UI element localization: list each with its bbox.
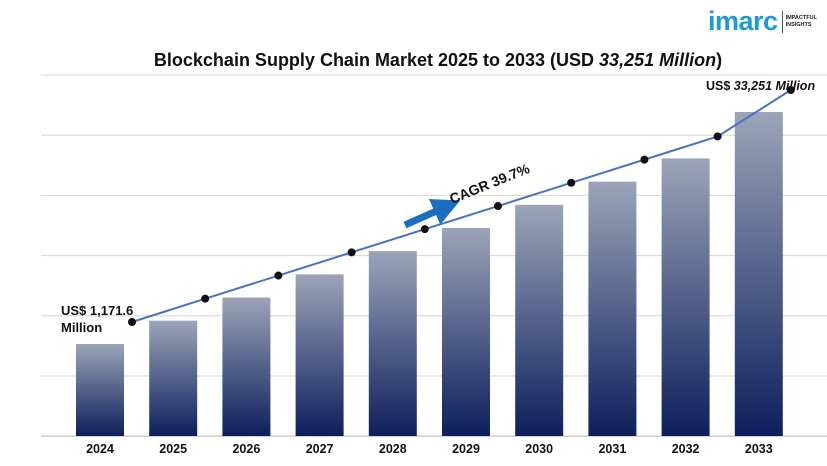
x-tick-label: 2025 bbox=[159, 442, 187, 456]
x-tick-label: 2028 bbox=[379, 442, 407, 456]
bar-2033 bbox=[734, 112, 783, 436]
x-tick-label: 2032 bbox=[672, 442, 700, 456]
trend-marker bbox=[494, 202, 502, 211]
trend-marker bbox=[567, 178, 576, 187]
imarc-logo: imarc IMPACTFUL INSIGHTS bbox=[708, 8, 817, 35]
logo-divider bbox=[781, 10, 783, 33]
x-tick-label: 2024 bbox=[86, 442, 114, 456]
chart-title: Blockchain Supply Chain Market 2025 to 2… bbox=[154, 50, 722, 70]
x-tick-label: 2030 bbox=[525, 442, 553, 456]
bar-2027 bbox=[295, 274, 344, 436]
bar-2030 bbox=[515, 204, 564, 436]
cagr-arrow bbox=[403, 199, 461, 229]
trend-line-group bbox=[128, 86, 795, 326]
x-tick-label: 2027 bbox=[306, 442, 334, 456]
trend-marker bbox=[420, 225, 429, 234]
trend-marker bbox=[347, 248, 356, 257]
trend-marker bbox=[640, 155, 649, 164]
start-value-label: US$ 1,171.6 Million bbox=[61, 303, 133, 335]
end-value-label: US$ 33,251 Million bbox=[706, 79, 815, 93]
trend-marker bbox=[713, 132, 722, 141]
bar-2029 bbox=[442, 228, 490, 436]
trend-marker bbox=[786, 86, 795, 94]
bar-2032 bbox=[661, 158, 710, 436]
bars bbox=[76, 112, 783, 436]
bar-2026 bbox=[222, 297, 271, 436]
logo-tagline: IMPACTFUL INSIGHTS bbox=[785, 14, 817, 28]
x-tick-label: 2026 bbox=[232, 442, 260, 456]
x-tick-label: 2033 bbox=[745, 442, 773, 456]
trend-marker bbox=[128, 318, 136, 326]
bar-2028 bbox=[368, 251, 417, 436]
x-tick-label: 2031 bbox=[598, 442, 626, 456]
x-tick-label: 2029 bbox=[452, 442, 480, 456]
trend-line bbox=[131, 89, 792, 323]
bar-2024 bbox=[76, 344, 124, 436]
logo-wordmark: imarc bbox=[708, 6, 778, 36]
x-axis-ticks: 2024 2025 2026 2027 2028 2029 2030 2031 2032 2033 bbox=[86, 442, 773, 456]
trend-marker bbox=[201, 294, 210, 303]
trend-marker bbox=[274, 271, 283, 280]
bar-2031 bbox=[588, 181, 637, 436]
bar-2025 bbox=[149, 320, 198, 436]
